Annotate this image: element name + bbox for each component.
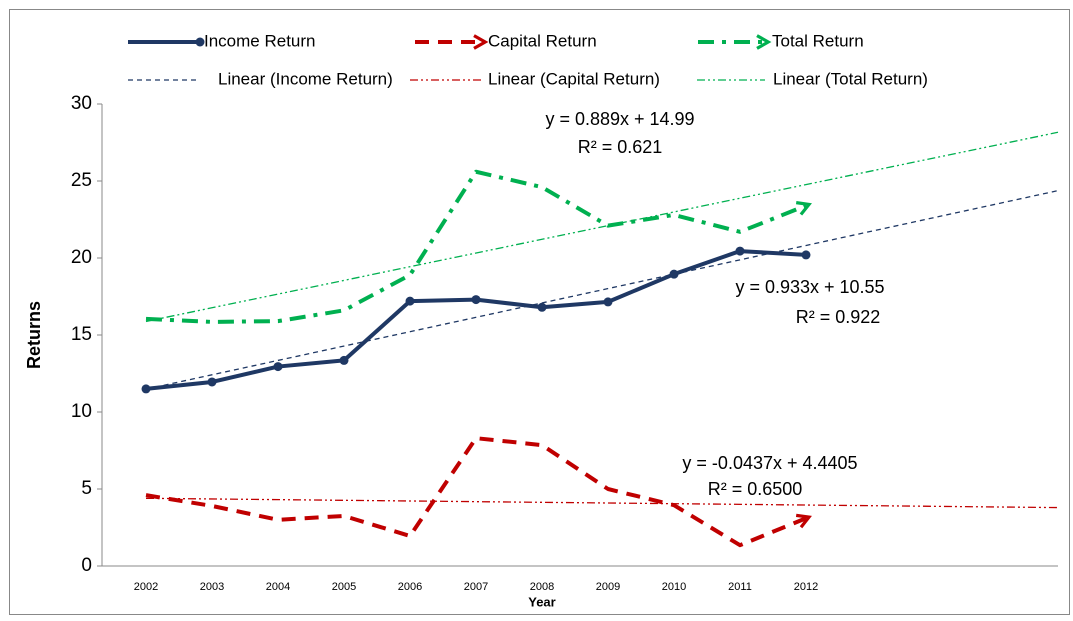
x-tick-label: 2010 <box>662 581 686 593</box>
x-axis-title: Year <box>528 594 555 609</box>
trend-equation: y = 0.889x + 14.99 <box>545 109 694 129</box>
x-tick-label: 2007 <box>464 581 488 593</box>
point <box>801 250 811 260</box>
trend-equation: y = 0.933x + 10.55 <box>735 277 884 297</box>
legend-label: Linear (Capital Return) <box>488 69 660 88</box>
trend-r2: R² = 0.6500 <box>708 479 803 499</box>
y-tick-label: 30 <box>71 93 92 114</box>
chart-border <box>9 9 1070 615</box>
point <box>141 384 151 394</box>
x-tick-label: 2008 <box>530 581 554 593</box>
point <box>405 296 415 306</box>
x-tick-label: 2004 <box>266 581 290 593</box>
trend-r2: R² = 0.922 <box>796 307 881 327</box>
trendline <box>145 131 1059 323</box>
point <box>339 355 349 365</box>
y-axis-title: Returns <box>24 301 44 369</box>
point <box>537 302 547 312</box>
point <box>603 297 613 307</box>
legend-label: Total Return <box>772 31 864 50</box>
legend-label: Linear (Income Return) <box>218 69 393 88</box>
y-tick-label: 25 <box>71 170 92 191</box>
x-tick-label: 2011 <box>728 581 752 593</box>
trendline <box>145 189 1059 390</box>
x-tick-label: 2005 <box>332 581 356 593</box>
trend-r2: R² = 0.621 <box>578 137 663 157</box>
point <box>471 295 481 305</box>
series-line <box>145 169 812 324</box>
point <box>735 246 745 256</box>
y-tick-label: 20 <box>71 247 92 268</box>
trend-equation: y = -0.0437x + 4.4405 <box>682 453 857 473</box>
legend-label: Capital Return <box>488 31 597 50</box>
y-tick-label: 5 <box>81 478 92 499</box>
legend-label: Income Return <box>204 31 316 50</box>
y-tick-label: 0 <box>81 555 92 576</box>
trendline <box>145 497 1059 509</box>
point <box>669 269 679 279</box>
y-tick-label: 10 <box>71 401 92 422</box>
x-tick-label: 2012 <box>794 581 818 593</box>
series-line <box>145 436 812 548</box>
x-tick-label: 2002 <box>134 581 158 593</box>
x-tick-label: 2009 <box>596 581 620 593</box>
legend-label: Linear (Total Return) <box>773 69 928 88</box>
legend-marker <box>195 37 205 47</box>
y-tick-label: 15 <box>71 324 92 345</box>
x-tick-label: 2006 <box>398 581 422 593</box>
point <box>273 362 283 372</box>
point <box>207 377 217 387</box>
x-tick-label: 2003 <box>200 581 224 593</box>
